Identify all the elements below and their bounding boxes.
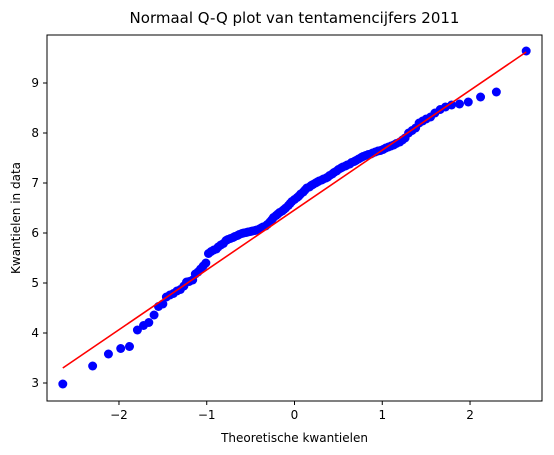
data-point: [476, 92, 486, 102]
data-point: [463, 97, 473, 107]
y-tick-label: 4: [31, 326, 39, 340]
axis-ticks: −2 −1 0 1 2 3 4 5 6 7 8 9: [31, 76, 473, 422]
x-tick-label: −2: [110, 408, 128, 422]
chart-title: Normaal Q-Q plot van tentamencijfers 201…: [130, 9, 460, 27]
reference-line: [62, 51, 527, 369]
data-point: [58, 379, 68, 389]
y-tick-label: 6: [31, 226, 39, 240]
x-tick-label: −1: [198, 408, 216, 422]
x-tick-label: 1: [378, 408, 386, 422]
y-tick-label: 3: [31, 376, 39, 390]
data-point: [447, 100, 457, 110]
y-tick-label: 9: [31, 76, 39, 90]
plot-area: [58, 46, 531, 389]
data-point: [116, 344, 126, 353]
data-point: [149, 310, 159, 320]
x-tick-label: 2: [466, 408, 474, 422]
y-tick-label: 5: [31, 276, 39, 290]
data-point: [201, 258, 211, 268]
data-point: [144, 318, 154, 327]
data-point: [103, 349, 113, 359]
y-tick-label: 7: [31, 176, 39, 190]
data-point: [125, 342, 134, 351]
data-point: [455, 99, 464, 109]
y-axis-label: Kwantielen in data: [9, 162, 23, 274]
x-axis-label: Theoretische kwantielen: [220, 431, 368, 445]
x-tick-label: 0: [291, 408, 299, 422]
data-point: [491, 87, 501, 97]
y-tick-label: 8: [31, 126, 39, 140]
data-point: [88, 361, 98, 371]
